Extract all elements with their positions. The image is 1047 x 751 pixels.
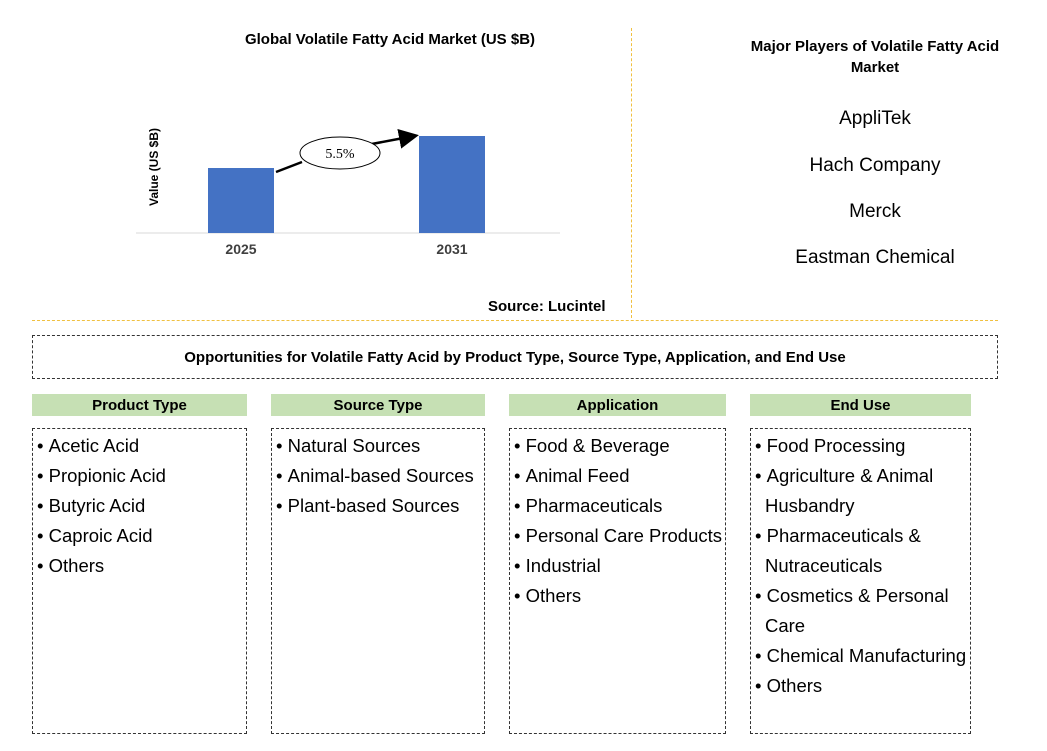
growth-arrow [275,160,303,174]
list-item: Butyric Acid [35,491,246,521]
list-item: Propionic Acid [35,461,246,491]
y-axis-label: Value (US $B) [147,128,161,206]
bar-chart: Value (US $B) 2025 2031 5.5% [136,128,560,257]
horizontal-divider [32,320,998,321]
list-item: Cosmetics & Personal Care [753,581,970,641]
list-item: Industrial [512,551,725,581]
growth-label: 5.5% [325,147,355,162]
category-box-source-type: Natural Sources Animal-based Sources Pla… [271,428,485,734]
category-header-application: Application [509,394,726,416]
category-box-product-type: Acetic Acid Propionic Acid Butyric Acid … [32,428,247,734]
opportunities-title: Opportunities for Volatile Fatty Acid by… [184,348,846,366]
category-header-product-type: Product Type [32,394,247,416]
list-item: Animal Feed [512,461,725,491]
category-header-end-use: End Use [750,394,971,416]
vertical-divider [631,28,632,318]
source-label: Source: Lucintel [488,298,606,315]
list-item: Others [35,551,246,581]
x-tick-label: 2031 [436,241,467,257]
list-item: Plant-based Sources [274,491,484,521]
player-item: Hach Company [809,155,941,176]
player-item: Merck [849,201,901,222]
list-item: Acetic Acid [35,431,246,461]
opportunities-banner: Opportunities for Volatile Fatty Acid by… [32,335,998,379]
list-item: Pharmaceuticals & Nutraceuticals [753,521,970,581]
list-item: Natural Sources [274,431,484,461]
category-box-end-use: Food Processing Agriculture & Animal Hus… [750,428,971,734]
growth-ellipse [299,136,381,170]
list-item: Food & Beverage [512,431,725,461]
list-item: Animal-based Sources [274,461,484,491]
bar-2025 [208,168,274,233]
list-item: Chemical Manufacturing [753,641,970,671]
list-item: Pharmaceuticals [512,491,725,521]
players-title: Major Players of Volatile Fatty Acid Mar… [750,38,1000,76]
bar-2031 [419,136,485,233]
list-item: Others [753,671,970,701]
category-header-source-type: Source Type [271,394,485,416]
player-item: AppliTek [839,108,911,129]
list-item: Caproic Acid [35,521,246,551]
category-box-application: Food & Beverage Animal Feed Pharmaceutic… [509,428,726,734]
list-item: Others [512,581,725,611]
x-tick-label: 2025 [225,241,256,257]
list-item: Food Processing [753,431,970,461]
chart-title: Global Volatile Fatty Acid Market (US $B… [244,31,536,48]
list-item: Personal Care Products [512,521,725,551]
player-item: Eastman Chemical [795,247,955,268]
list-item: Agriculture & Animal Husbandry [753,461,970,521]
